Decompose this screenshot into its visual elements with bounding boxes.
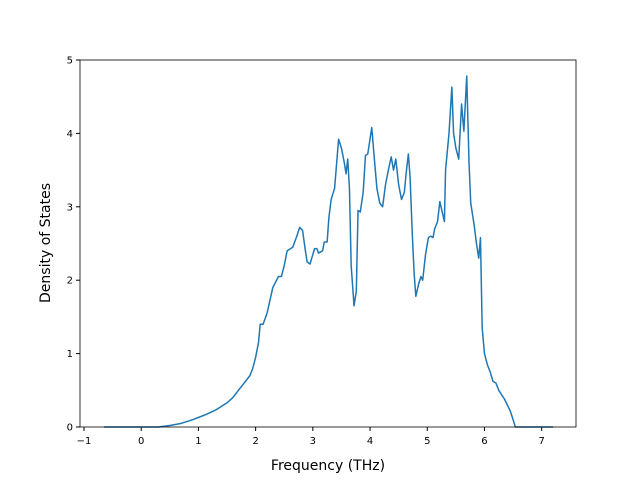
y-axis-label: Density of States — [38, 183, 54, 303]
x-tick-label: 1 — [195, 436, 201, 447]
x-tick-label: 0 — [138, 436, 144, 447]
y-tick-label: 1 — [67, 349, 73, 360]
y-tick-label: 4 — [67, 129, 73, 140]
x-tick-label: 6 — [481, 436, 487, 447]
y-tick-label: 2 — [67, 276, 73, 287]
x-tick-label: 3 — [310, 436, 316, 447]
x-axis-label: Frequency (THz) — [271, 458, 385, 474]
x-tick-label: 5 — [424, 436, 430, 447]
x-tick-label: 4 — [367, 436, 373, 447]
x-tick-label: −1 — [77, 436, 92, 447]
plot-frame — [79, 59, 577, 428]
x-tick-label: 7 — [538, 436, 544, 447]
y-tick-label: 0 — [67, 423, 73, 434]
y-tick-label: 3 — [67, 202, 73, 213]
x-tick-label: 2 — [252, 436, 258, 447]
line — [104, 75, 554, 428]
y-tick-label: 5 — [67, 56, 73, 67]
